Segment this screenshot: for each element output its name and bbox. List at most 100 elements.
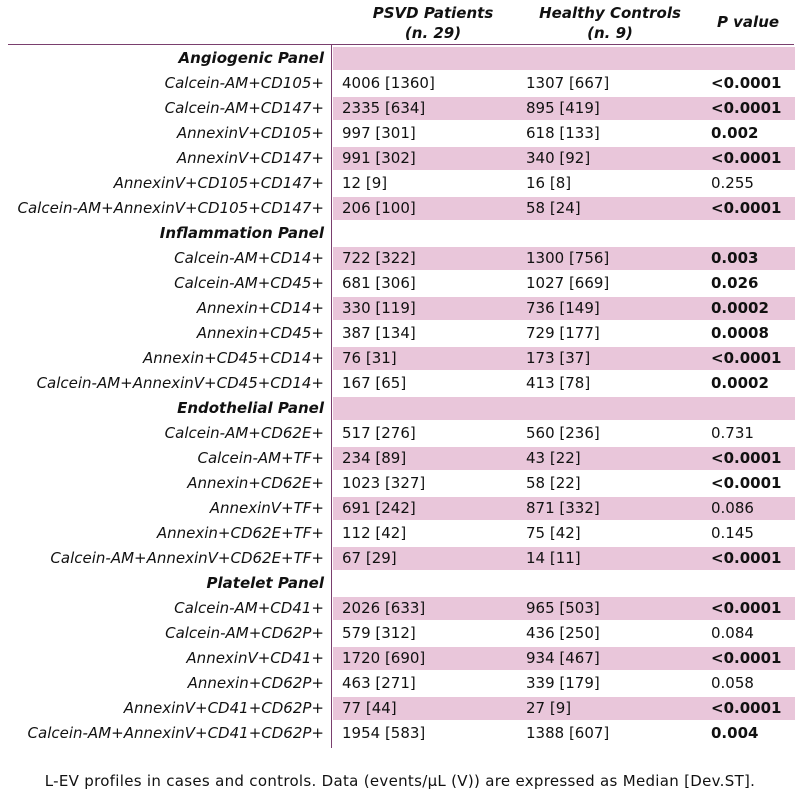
table-row: Calcein-AM+CD14+ 722 [322] 1300 [756] 0.003 [0,246,800,271]
healthy-control-value: 75 [42] [526,524,581,542]
row-shading [333,297,795,320]
psvd-value: 991 [302] [342,149,416,167]
p-value: 0.002 [711,124,759,142]
psvd-value: 330 [119] [342,299,416,317]
p-value: <0.0001 [711,449,782,467]
marker-label: Calcein-AM+AnnexinV+CD62E+TF+ [50,549,324,567]
psvd-value: 579 [312] [342,624,416,642]
marker-label: Calcein-AM+TF+ [197,449,324,467]
healthy-control-value: 1307 [667] [526,74,610,92]
marker-label: Calcein-AM+CD105+ [164,74,324,92]
header-healthy-controls: Healthy Controls (n. 9) [535,3,685,43]
p-value: 0.084 [711,624,754,642]
healthy-control-value: 413 [78] [526,374,591,392]
psvd-value: 77 [44] [342,699,397,717]
section-row: Endothelial Panel [0,396,800,421]
table-row: AnnexinV+CD105+CD147+ 12 [9] 16 [8] 0.255 [0,171,800,196]
table-row: Annexin+CD62E+ 1023 [327] 58 [22] <0.0001 [0,471,800,496]
marker-label: Annexin+CD62E+ [187,474,324,492]
healthy-control-value: 14 [11] [526,549,581,567]
psvd-value: 1954 [583] [342,724,426,742]
marker-label: Annexin+CD62E+TF+ [156,524,324,542]
table-row: Annexin+CD45+ 387 [134] 729 [177] 0.0008 [0,321,800,346]
marker-label: Calcein-AM+CD147+ [164,99,324,117]
row-shading [333,572,795,595]
p-value: <0.0001 [711,99,782,117]
healthy-control-value: 618 [133] [526,124,600,142]
p-value: <0.0001 [711,149,782,167]
psvd-value: 112 [42] [342,524,407,542]
section-row: Angiogenic Panel [0,46,800,71]
healthy-control-value: 1027 [669] [526,274,610,292]
table-row: AnnexinV+CD41+ 1720 [690] 934 [467] <0.0001 [0,646,800,671]
psvd-value: 67 [29] [342,549,397,567]
table-row: Annexin+CD62E+TF+ 112 [42] 75 [42] 0.145 [0,521,800,546]
p-value: 0.0002 [711,374,769,392]
p-value: 0.086 [711,499,754,517]
psvd-value: 2026 [633] [342,599,426,617]
header-psvd: PSVD Patients (n. 29) [358,3,508,43]
marker-label: Annexin+CD45+CD14+ [143,349,324,367]
table-row: Calcein-AM+CD62E+ 517 [276] 560 [236] 0.731 [0,421,800,446]
table-row: Calcein-AM+AnnexinV+CD62E+TF+ 67 [29] 14 [… [0,546,800,571]
section-label: Angiogenic Panel [178,49,324,67]
marker-label: AnnexinV+CD105+CD147+ [113,174,324,192]
psvd-value: 997 [301] [342,124,416,142]
p-value: <0.0001 [711,199,782,217]
table-row: AnnexinV+CD105+ 997 [301] 618 [133] 0.002 [0,121,800,146]
marker-label: Calcein-AM+CD45+ [174,274,324,292]
psvd-value: 387 [134] [342,324,416,342]
psvd-value: 463 [271] [342,674,416,692]
healthy-control-value: 934 [467] [526,649,600,667]
marker-label: AnnexinV+CD41+ [186,649,324,667]
section-label: Platelet Panel [206,574,324,592]
marker-label: Annexin+CD14+ [196,299,324,317]
row-shading [333,47,795,70]
p-value: 0.004 [711,724,759,742]
marker-label: Calcein-AM+CD14+ [174,249,324,267]
row-shading [333,147,795,170]
marker-label: Calcein-AM+AnnexinV+CD105+CD147+ [17,199,325,217]
healthy-control-value: 16 [8] [526,174,572,192]
table-row: Calcein-AM+CD62P+ 579 [312] 436 [250] 0.084 [0,621,800,646]
healthy-control-value: 736 [149] [526,299,600,317]
psvd-value: 167 [65] [342,374,407,392]
healthy-control-value: 58 [24] [526,199,581,217]
row-shading [333,497,795,520]
table-body: Angiogenic Panel Calcein-AM+CD105+ 4006 [1… [0,46,800,746]
marker-label: Annexin+CD62P+ [187,674,324,692]
row-shading [333,697,795,720]
p-value: 0.731 [711,424,754,442]
row-shading [333,97,795,120]
psvd-value: 4006 [1360] [342,74,435,92]
section-row: Inflammation Panel [0,221,800,246]
psvd-value: 2335 [634] [342,99,426,117]
psvd-value: 234 [89] [342,449,407,467]
table-caption: L-EV profiles in cases and controls. Dat… [44,772,756,790]
table-row: AnnexinV+TF+ 691 [242] 871 [332] 0.086 [0,496,800,521]
psvd-value: 1720 [690] [342,649,426,667]
marker-label: Calcein-AM+AnnexinV+CD41+CD62P+ [27,724,324,742]
marker-label: Calcein-AM+CD62E+ [164,424,324,442]
p-value: <0.0001 [711,649,782,667]
psvd-value: 722 [322] [342,249,416,267]
healthy-control-value: 560 [236] [526,424,600,442]
marker-label: AnnexinV+CD105+ [176,124,324,142]
psvd-value: 517 [276] [342,424,416,442]
psvd-value: 1023 [327] [342,474,426,492]
p-value: <0.0001 [711,599,782,617]
marker-label: Annexin+CD45+ [196,324,324,342]
psvd-value: 681 [306] [342,274,416,292]
table-row: Calcein-AM+TF+ 234 [89] 43 [22] <0.0001 [0,446,800,471]
row-shading [333,647,795,670]
p-value: <0.0001 [711,549,782,567]
row-shading [333,397,795,420]
table-row: Calcein-AM+AnnexinV+CD105+CD147+ 206 [100… [0,196,800,221]
p-value: 0.0008 [711,324,769,342]
p-value: 0.026 [711,274,759,292]
p-value: 0.003 [711,249,759,267]
section-label: Inflammation Panel [159,224,324,242]
p-value: 0.145 [711,524,754,542]
table-row: Calcein-AM+CD105+ 4006 [1360] 1307 [667] <0… [0,71,800,96]
p-value: <0.0001 [711,349,782,367]
